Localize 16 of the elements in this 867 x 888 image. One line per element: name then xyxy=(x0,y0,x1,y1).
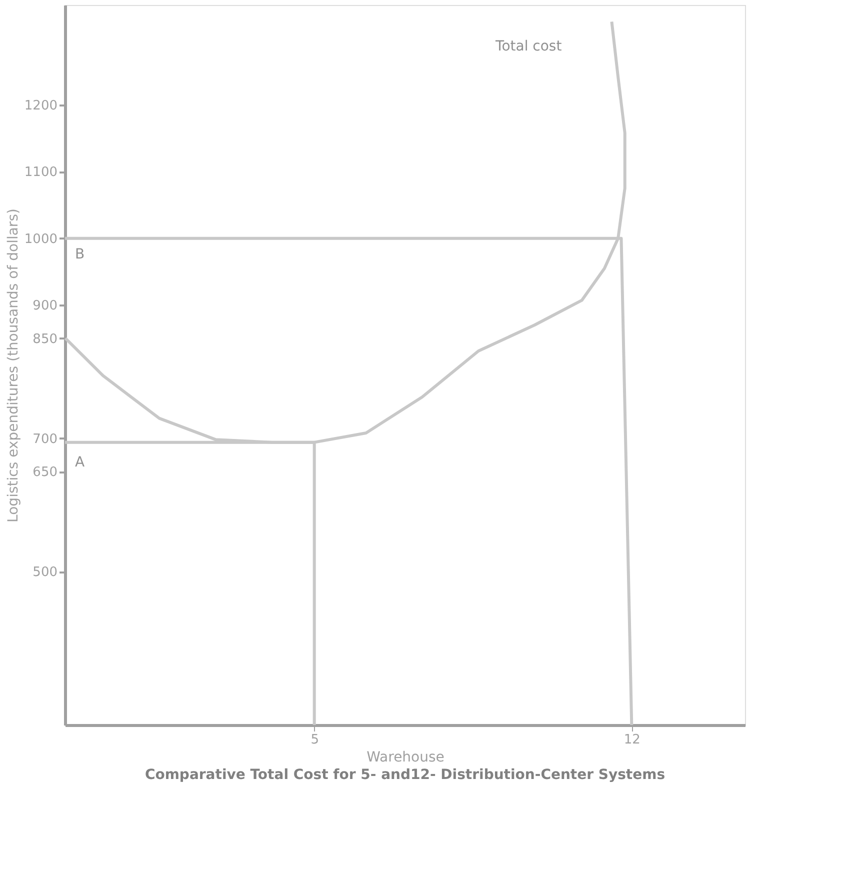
y-tick-label: 1000 xyxy=(24,232,58,247)
y-axis-title: Logistics expenditures (thousands of dollars) xyxy=(5,208,22,522)
annotation: A xyxy=(75,454,85,470)
x-tick-label: 12 xyxy=(624,732,640,748)
y-tick-label: 850 xyxy=(32,332,58,347)
annotation: Total cost xyxy=(494,38,562,55)
x-tick-label: 5 xyxy=(310,732,319,748)
y-tick-label: 900 xyxy=(32,298,58,314)
y-tick-label: 650 xyxy=(32,465,58,480)
x-axis-title: Warehouse xyxy=(366,750,444,766)
y-tick-label: 700 xyxy=(32,432,58,447)
y-tick-label: 500 xyxy=(32,565,58,580)
y-tick-label: 1100 xyxy=(24,165,58,180)
y-tick-label: 1200 xyxy=(24,98,58,114)
annotation: B xyxy=(75,246,85,262)
text: Comparative Total Cost for 5- and12- Distribution-Center Systems xyxy=(144,767,666,783)
